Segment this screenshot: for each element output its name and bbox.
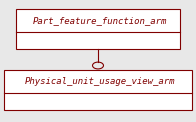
Text: Part_feature_function_arm: Part_feature_function_arm: [33, 16, 167, 25]
Circle shape: [93, 62, 103, 69]
Text: Physical_unit_usage_view_arm: Physical_unit_usage_view_arm: [25, 77, 175, 86]
Bar: [4, 70, 192, 110]
Bar: [16, 9, 180, 49]
